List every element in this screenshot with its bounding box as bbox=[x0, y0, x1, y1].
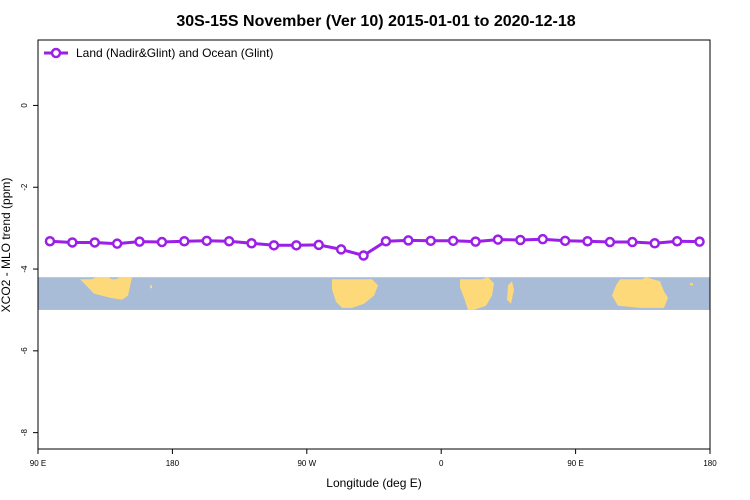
x-axis-label: Longitude (deg E) bbox=[326, 476, 421, 490]
land-south-america bbox=[332, 279, 378, 308]
x-tick-label: 90 E bbox=[30, 459, 46, 468]
y-tick-label: -8 bbox=[20, 429, 29, 437]
data-point bbox=[470, 236, 481, 247]
y-axis: 0 -2 -4 -6 -8 bbox=[20, 103, 38, 437]
data-point bbox=[358, 250, 369, 261]
data-point bbox=[403, 235, 414, 246]
data-point bbox=[89, 237, 100, 248]
y-tick-label: 0 bbox=[20, 103, 29, 108]
data-point bbox=[67, 237, 78, 248]
data-point bbox=[134, 236, 145, 247]
x-tick-label: 0 bbox=[439, 459, 444, 468]
data-point bbox=[246, 238, 257, 249]
x-tick-label: 180 bbox=[166, 459, 180, 468]
data-point bbox=[671, 235, 683, 247]
series-line bbox=[49, 237, 700, 257]
land-island bbox=[690, 283, 693, 286]
land-island bbox=[150, 285, 152, 289]
data-point bbox=[111, 238, 123, 249]
data-point bbox=[179, 235, 190, 247]
data-point bbox=[380, 235, 392, 247]
legend-marker bbox=[50, 47, 62, 59]
data-point bbox=[425, 235, 436, 247]
y-tick-label: -4 bbox=[20, 265, 29, 273]
legend-label: Land (Nadir&Glint) and Ocean (Glint) bbox=[76, 46, 273, 60]
land-madagascar bbox=[507, 281, 514, 304]
data-point bbox=[649, 238, 660, 249]
x-tick-label: 90 E bbox=[567, 459, 583, 468]
data-point bbox=[335, 244, 347, 255]
data-point bbox=[223, 235, 235, 247]
data-point bbox=[604, 236, 616, 248]
data-point bbox=[627, 236, 638, 248]
data-point bbox=[44, 235, 56, 247]
chart-title: 30S-15S November (Ver 10) 2015-01-01 to … bbox=[176, 13, 575, 30]
y-tick-label: -2 bbox=[20, 183, 29, 191]
x-tick-label: 90 W bbox=[297, 459, 316, 468]
data-point bbox=[291, 240, 302, 251]
plot-frame bbox=[37, 39, 711, 450]
x-tick-label: 180 bbox=[703, 459, 717, 468]
data-point bbox=[694, 236, 705, 247]
data-point bbox=[492, 234, 504, 245]
land-australia-east bbox=[612, 277, 668, 308]
series-layer bbox=[44, 233, 705, 261]
data-point bbox=[313, 239, 324, 251]
data-point bbox=[447, 235, 459, 247]
data-point bbox=[268, 240, 280, 251]
land-africa bbox=[460, 277, 494, 310]
data-point bbox=[559, 235, 571, 247]
data-point bbox=[156, 236, 168, 248]
data-point bbox=[201, 235, 212, 247]
land-australia bbox=[80, 277, 132, 300]
map-strip bbox=[38, 277, 710, 310]
x-axis: 90 E 180 90 W 0 90 E 180 bbox=[30, 449, 717, 468]
legend: Land (Nadir&Glint) and Ocean (Glint) bbox=[44, 46, 273, 60]
y-tick-label: -6 bbox=[20, 347, 29, 355]
data-point bbox=[582, 235, 593, 247]
data-point bbox=[515, 234, 526, 246]
y-axis-label: XCO2 - MLO trend (ppm) bbox=[0, 178, 13, 313]
data-point bbox=[537, 233, 548, 245]
